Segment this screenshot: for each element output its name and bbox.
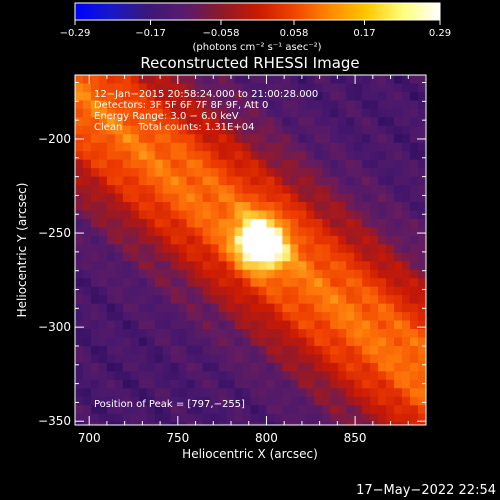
colorbar-tick-label: 0.17: [353, 28, 375, 39]
colorbar-tick-label: 0.29: [429, 28, 451, 39]
y-axis-label: Heliocentric Y (arcsec): [15, 183, 29, 318]
x-tick-label: 800: [255, 431, 278, 445]
annotation-detectors: Detectors: 3F 5F 6F 7F 8F 9F, Att 0: [94, 100, 268, 111]
annotation-time-range: 12−Jan−2015 20:58:24.000 to 21:00:28.000: [94, 89, 318, 100]
annotation-clean-counts: Clean Total counts: 1.31E+04: [94, 122, 254, 133]
colorbar-tick-label: −0.29: [60, 28, 91, 39]
colorbar-tick-label: −0.17: [135, 28, 166, 39]
x-axis: 700 750 800 850: [78, 75, 409, 445]
annotation-block: 12−Jan−2015 20:58:24.000 to 21:00:28.000…: [94, 89, 318, 133]
colorbar: [74, 2, 441, 21]
y-tick-label: −300: [38, 320, 71, 334]
annotation-energy-range: Energy Range: 3.0 − 6.0 keV: [94, 111, 239, 122]
x-axis-label: Heliocentric X (arcsec): [182, 447, 318, 461]
heatmap-image: [75, 75, 426, 425]
y-tick-label: −200: [38, 132, 71, 146]
y-tick-label: −250: [38, 226, 71, 240]
footer-date: 17−May−2022 22:54: [356, 483, 496, 498]
chart-title: Reconstructed RHESSI Image: [140, 54, 359, 72]
colorbar-unit-label: (photons cm⁻² s⁻¹ asec⁻²): [192, 42, 321, 53]
x-tick-label: 700: [78, 431, 101, 445]
y-axis: −200 −250 −300 −350: [38, 82, 426, 428]
peak-position-label: Position of Peak = [797,−255]: [94, 399, 245, 410]
plot-frame: [74, 74, 427, 426]
x-tick-label: 750: [166, 431, 189, 445]
colorbar-ticks: −0.29 −0.17 −0.058 0.058 0.17 0.29: [60, 20, 451, 39]
x-tick-label: 850: [344, 431, 367, 445]
colorbar-tick-label: −0.058: [202, 28, 239, 39]
colorbar-tick-label: 0.058: [280, 28, 309, 39]
y-tick-label: −350: [38, 414, 71, 428]
